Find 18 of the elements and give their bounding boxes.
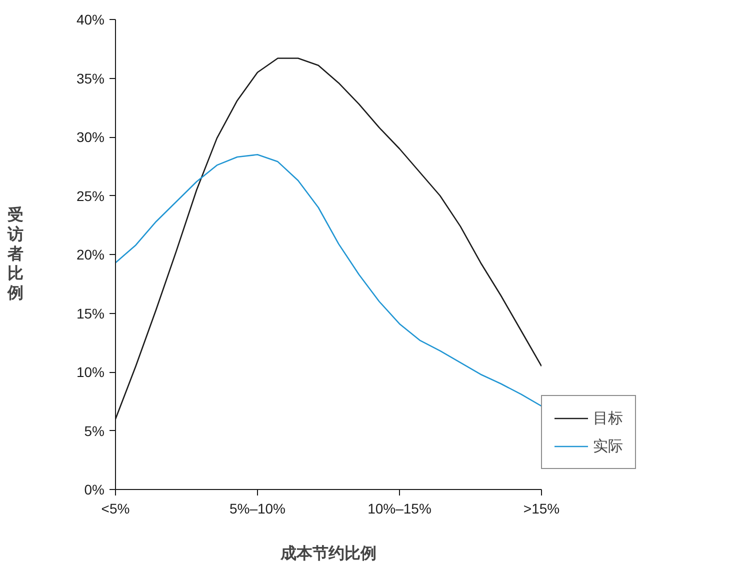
y-tick-label: 40% xyxy=(76,12,105,28)
y-tick-label: 5% xyxy=(84,422,104,439)
y-tick-label: 15% xyxy=(76,305,105,322)
y-tick-label: 0% xyxy=(84,482,104,498)
y-tick-label: 20% xyxy=(76,246,105,262)
y-tick-label: 35% xyxy=(76,70,105,86)
x-tick-label: 5%–10% xyxy=(229,500,286,516)
y-tick-label: 10% xyxy=(76,364,105,380)
legend-label: 实际 xyxy=(593,436,623,456)
x-tick-label: <5% xyxy=(101,500,130,516)
x-axis-title: 成本节约比例 xyxy=(280,544,376,562)
line-series xyxy=(116,154,542,407)
legend-label: 目标 xyxy=(593,408,623,428)
x-tick-label: >15% xyxy=(523,500,560,516)
y-tick-label: 30% xyxy=(76,129,105,145)
y-tick-label: 25% xyxy=(76,188,105,204)
y-axis-title: 受访者比例 xyxy=(6,206,24,302)
x-tick-label: 10%–15% xyxy=(368,500,432,516)
